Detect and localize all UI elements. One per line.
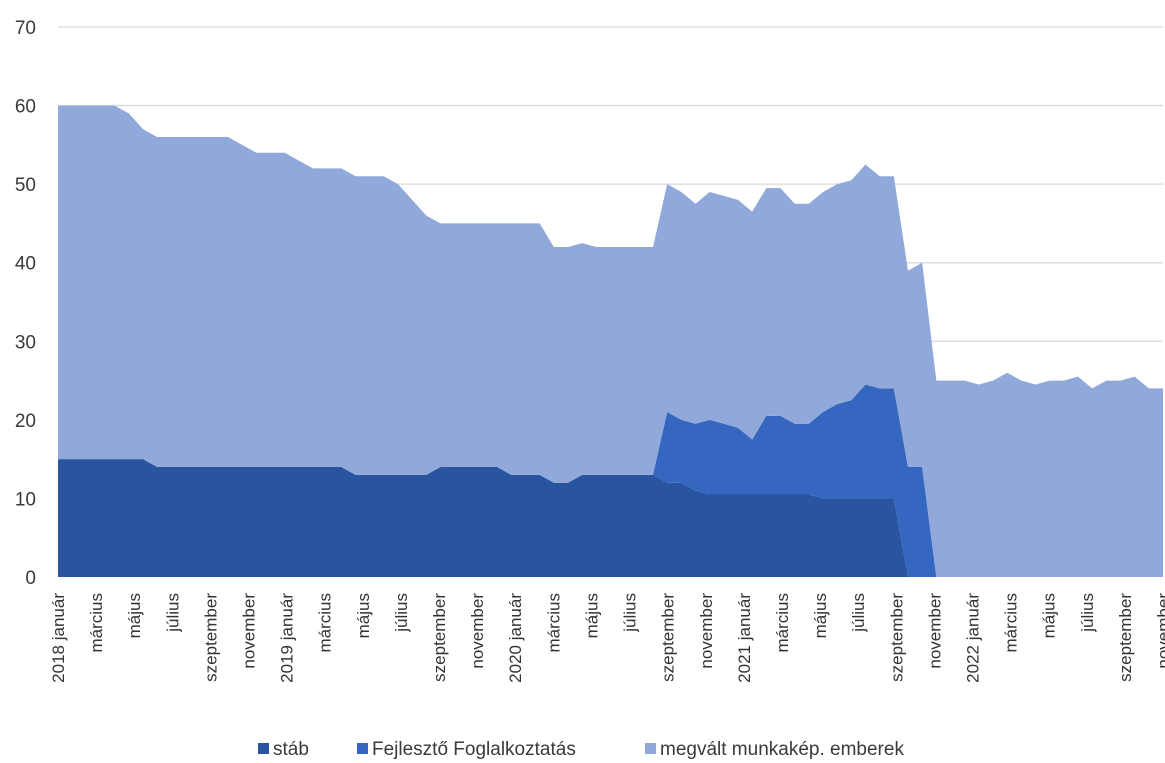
y-tick-label: 30 [15,332,36,353]
x-tick-label: július [621,593,640,633]
x-tick-label: május [1040,593,1059,638]
y-tick-label: 60 [15,97,36,118]
legend-swatch [645,743,656,754]
x-axis-ticks: 2018 január március május július szeptember n… [49,593,1165,683]
x-tick-label: július [392,593,411,633]
x-tick-label: szeptember [1116,593,1135,682]
x-tick-label: július [1078,593,1097,633]
legend-swatch [357,743,368,754]
x-tick-label: 2018 január [49,593,68,683]
y-axis-ticks: 0 10 20 30 40 50 60 70 [15,18,36,589]
x-tick-label: március [544,593,563,653]
legend-swatch [258,743,269,754]
x-tick-label: május [354,593,373,638]
area-stab [58,459,1163,577]
x-tick-label: 2020 január [506,593,525,683]
area-fejleszto-foglalkoztatas [58,384,1163,577]
x-tick-label: 2019 január [278,593,297,683]
x-tick-label: május [125,593,144,638]
x-tick-label: november [1154,593,1165,669]
area-series [58,105,1163,577]
x-tick-label: szeptember [659,593,678,682]
x-tick-label: november [240,593,259,669]
y-tick-label: 70 [15,18,36,39]
y-tick-label: 40 [15,254,36,275]
area-megvalt-munkakep-emberek [58,105,1163,577]
legend-label: Fejlesztő Foglalkoztatás [372,739,576,760]
x-tick-label: november [925,593,944,669]
legend: stáb Fejlesztő Foglalkoztatás megvált munk… [258,739,904,760]
x-tick-label: 2022 január [964,593,983,683]
x-tick-label: szeptember [430,593,449,682]
x-tick-label: július [849,593,868,633]
legend-label: megvált munkakép. emberek [660,739,904,760]
x-tick-label: szeptember [201,593,220,682]
x-tick-label: március [316,593,335,653]
x-tick-label: március [773,593,792,653]
y-tick-label: 50 [15,175,36,196]
x-tick-label: május [811,593,830,638]
x-tick-label: július [163,593,182,633]
y-tick-label: 20 [15,411,36,432]
x-tick-label: 2021 január [735,593,754,683]
x-tick-label: november [468,593,487,669]
x-tick-label: szeptember [887,593,906,682]
x-tick-label: március [1002,593,1021,653]
x-tick-label: május [582,593,601,638]
legend-label: stáb [273,739,309,760]
x-tick-label: november [697,593,716,669]
x-tick-label: március [87,593,106,653]
y-tick-label: 10 [15,489,36,510]
y-tick-label: 0 [25,568,36,589]
